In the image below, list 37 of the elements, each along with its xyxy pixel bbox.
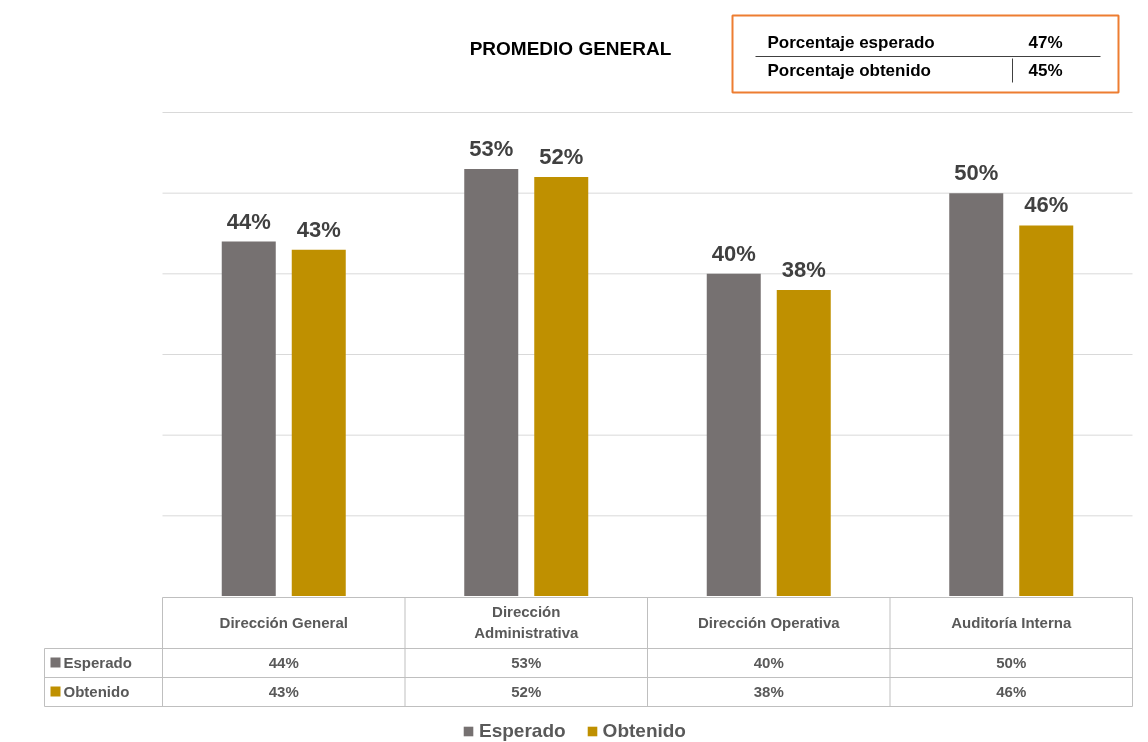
data-label: 38% bbox=[753, 683, 784, 700]
text: Esperado bbox=[479, 720, 566, 741]
text: 43% bbox=[296, 216, 341, 242]
bar bbox=[534, 177, 589, 596]
legend-label: Esperado bbox=[63, 654, 132, 671]
x-tick-label: Dirección Administrativa bbox=[474, 603, 579, 641]
bar bbox=[291, 249, 346, 596]
data-label: 46% bbox=[996, 683, 1027, 700]
text: 40% bbox=[711, 240, 756, 266]
text: 52% bbox=[539, 144, 584, 170]
text: 50% bbox=[954, 160, 999, 186]
x-tick-label: Dirección Operativa bbox=[697, 614, 841, 631]
chart-title: PROMEDIO GENERAL bbox=[469, 38, 672, 59]
bar bbox=[706, 273, 761, 596]
data-label: 40% bbox=[753, 654, 784, 671]
text: 46% bbox=[1024, 192, 1069, 218]
x-tick-label: Auditoría Interna bbox=[951, 614, 1072, 631]
text: 44% bbox=[226, 208, 271, 234]
text: Obtenido bbox=[63, 683, 130, 700]
text: 47% bbox=[1028, 33, 1063, 52]
x-tick-label: Dirección General bbox=[219, 614, 348, 631]
bar bbox=[221, 241, 276, 596]
text: 45% bbox=[1028, 61, 1063, 80]
data-label: 50% bbox=[996, 654, 1027, 671]
text: 38% bbox=[781, 256, 826, 282]
bar bbox=[464, 168, 519, 596]
data-label: 44% bbox=[268, 654, 299, 671]
bar bbox=[1019, 225, 1074, 596]
bar bbox=[949, 193, 1004, 596]
legend-label: Obtenido bbox=[602, 720, 686, 742]
text: Porcentaje esperado bbox=[767, 33, 935, 52]
data-label: 52% bbox=[511, 683, 542, 700]
data-label: 53% bbox=[511, 654, 542, 671]
data-label: 43% bbox=[268, 683, 299, 700]
text: 53% bbox=[469, 135, 514, 161]
bar bbox=[776, 289, 831, 596]
text: Porcentaje obtenido bbox=[767, 61, 931, 80]
